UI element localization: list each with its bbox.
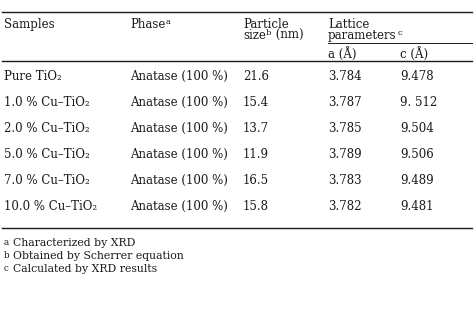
Text: Characterized by XRD: Characterized by XRD — [13, 238, 136, 248]
Text: 10.0 % Cu–TiO₂: 10.0 % Cu–TiO₂ — [4, 200, 97, 213]
Text: 15.4: 15.4 — [243, 96, 269, 109]
Text: 9.489: 9.489 — [400, 174, 434, 187]
Text: a: a — [4, 238, 9, 247]
Text: 3.783: 3.783 — [328, 174, 362, 187]
Text: b: b — [266, 29, 272, 37]
Text: Anatase (100 %): Anatase (100 %) — [130, 70, 228, 83]
Text: 15.8: 15.8 — [243, 200, 269, 213]
Text: 3.787: 3.787 — [328, 96, 362, 109]
Text: 2.0 % Cu–TiO₂: 2.0 % Cu–TiO₂ — [4, 122, 90, 135]
Text: c: c — [4, 264, 9, 273]
Text: 3.785: 3.785 — [328, 122, 362, 135]
Text: 3.789: 3.789 — [328, 148, 362, 161]
Text: 9. 512: 9. 512 — [400, 96, 437, 109]
Text: Anatase (100 %): Anatase (100 %) — [130, 200, 228, 213]
Text: Samples: Samples — [4, 18, 55, 31]
Text: 11.9: 11.9 — [243, 148, 269, 161]
Text: Anatase (100 %): Anatase (100 %) — [130, 148, 228, 161]
Text: 5.0 % Cu–TiO₂: 5.0 % Cu–TiO₂ — [4, 148, 90, 161]
Text: Particle: Particle — [243, 18, 289, 31]
Text: Lattice: Lattice — [328, 18, 369, 31]
Text: Anatase (100 %): Anatase (100 %) — [130, 174, 228, 187]
Text: 21.6: 21.6 — [243, 70, 269, 83]
Text: Anatase (100 %): Anatase (100 %) — [130, 96, 228, 109]
Text: 9.481: 9.481 — [400, 200, 434, 213]
Text: Obtained by Scherrer equation: Obtained by Scherrer equation — [13, 251, 184, 261]
Text: c (Å): c (Å) — [400, 47, 428, 61]
Text: 7.0 % Cu–TiO₂: 7.0 % Cu–TiO₂ — [4, 174, 90, 187]
Text: size: size — [243, 29, 266, 42]
Text: 3.782: 3.782 — [328, 200, 362, 213]
Text: Phase: Phase — [130, 18, 165, 31]
Text: 3.784: 3.784 — [328, 70, 362, 83]
Text: c: c — [398, 29, 402, 37]
Text: 9.504: 9.504 — [400, 122, 434, 135]
Text: parameters: parameters — [328, 29, 397, 42]
Text: (nm): (nm) — [272, 29, 304, 42]
Text: 1.0 % Cu–TiO₂: 1.0 % Cu–TiO₂ — [4, 96, 90, 109]
Text: 9.478: 9.478 — [400, 70, 434, 83]
Text: Anatase (100 %): Anatase (100 %) — [130, 122, 228, 135]
Text: Pure TiO₂: Pure TiO₂ — [4, 70, 62, 83]
Text: a (Å): a (Å) — [328, 47, 356, 61]
Text: Calculated by XRD results: Calculated by XRD results — [13, 264, 157, 274]
Text: 16.5: 16.5 — [243, 174, 269, 187]
Text: a: a — [166, 18, 171, 26]
Text: 9.506: 9.506 — [400, 148, 434, 161]
Text: 13.7: 13.7 — [243, 122, 269, 135]
Text: b: b — [4, 251, 9, 260]
